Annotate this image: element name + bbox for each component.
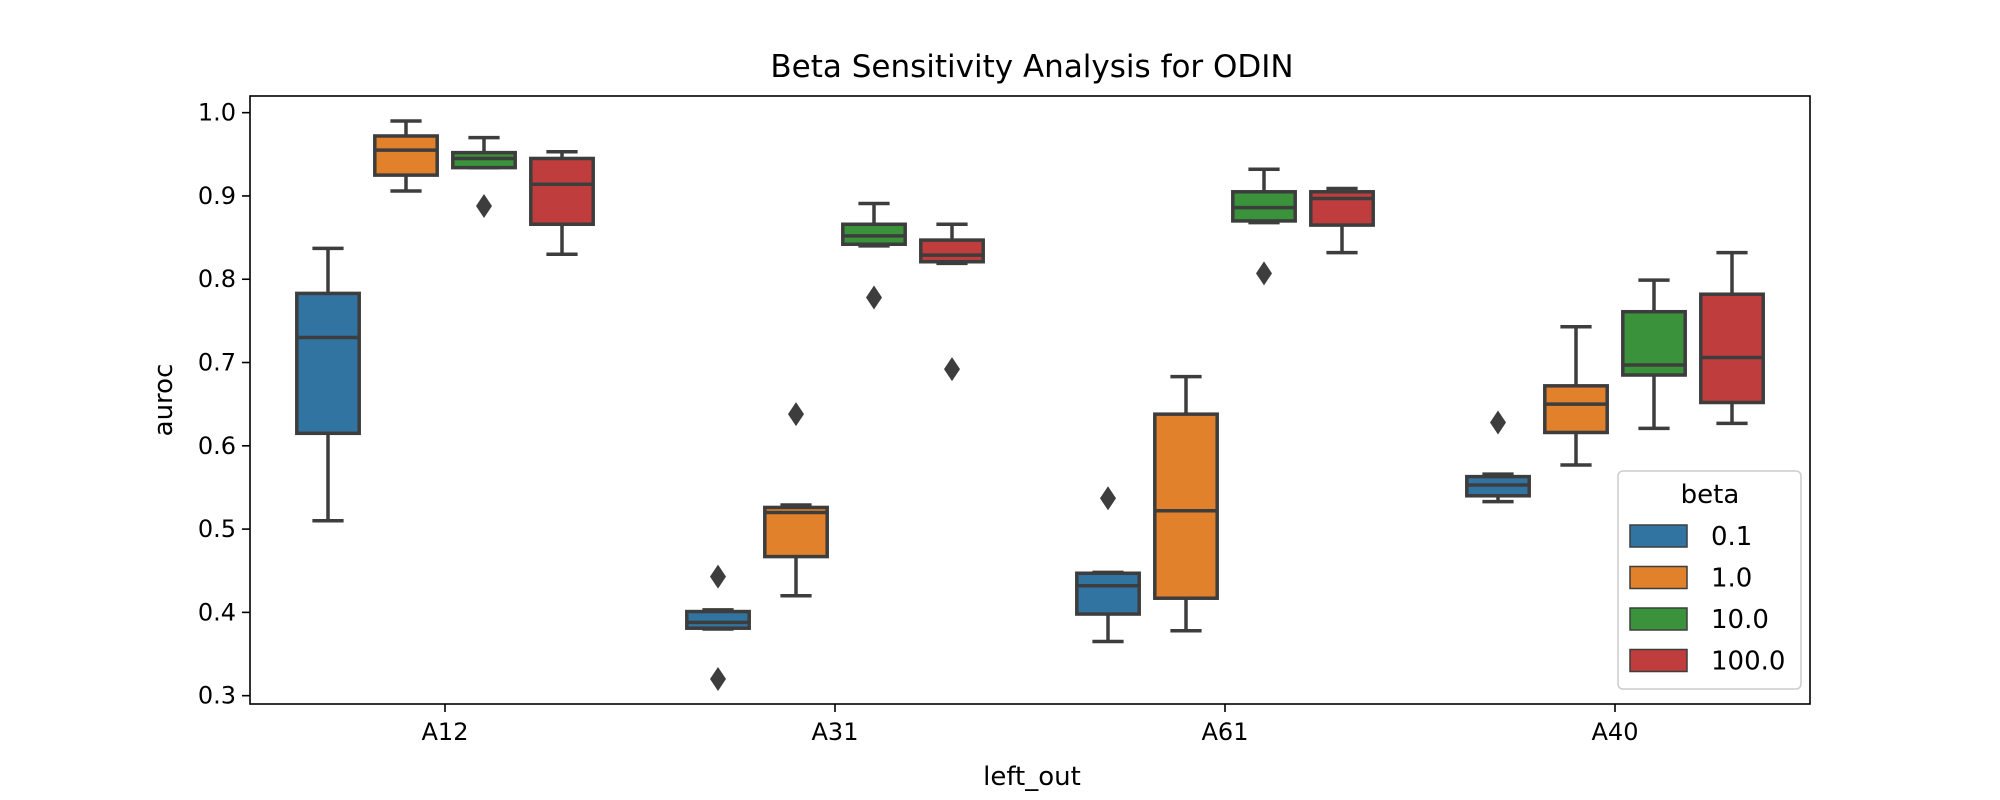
legend-label: 10.0 [1711,605,1769,635]
outlier-point [710,667,726,692]
legend-items: 0.1 1.0 10.0 100.0 [1629,522,1785,677]
outlier-point [788,402,804,427]
box-A12-1.0 [373,119,439,193]
box-A61-1.0 [1153,374,1219,633]
box-A40-100.0 [1699,250,1765,426]
legend-item-10.0: 10.0 [1629,605,1769,635]
outlier-point [944,357,960,382]
y-tick-label: 0.5 [198,515,236,543]
series-1.0 [373,119,1609,633]
x-tick-label: A40 [1592,718,1639,746]
box-body [919,238,985,264]
box-A40-0.1 [1465,410,1531,504]
series-10.0 [451,135,1687,431]
box-A12-10.0 [451,135,517,218]
legend-swatch [1629,524,1688,548]
box-A61-100.0 [1309,186,1375,255]
outlier-point [1490,410,1506,435]
legend-swatch [1629,648,1688,673]
box-A31-0.1 [685,564,751,692]
box-A12-0.1 [295,246,361,523]
y-tick-label: 0.7 [198,349,236,377]
legend-title: beta [1681,480,1740,510]
x-tick-label: A31 [812,718,859,746]
box-body [373,134,439,177]
outlier-point [710,564,726,589]
y-tick-label: 0.9 [198,182,236,210]
box-series-group [295,119,1765,692]
outlier-point [476,193,492,218]
box-body [1153,412,1219,600]
box-A40-10.0 [1621,278,1687,431]
x-tick-label: A12 [422,718,469,746]
y-tick-label: 0.6 [198,432,236,460]
box-body [763,505,829,559]
y-axis-ticks: 0.3 0.4 0.5 0.6 0.7 0.8 0.9 1.0 [198,99,250,710]
y-tick-label: 0.3 [198,682,236,710]
box-body [1699,292,1765,405]
box-body [1543,384,1609,435]
y-axis-label: auroc [149,364,179,437]
legend-item-0.1: 0.1 [1629,522,1752,552]
legend-label: 1.0 [1711,564,1752,594]
box-A12-100.0 [529,150,595,256]
y-tick-label: 1.0 [198,99,236,127]
y-tick-label: 0.8 [198,265,236,293]
box-body [295,291,361,436]
legend-item-100.0: 100.0 [1629,647,1785,677]
x-tick-label: A61 [1202,718,1249,746]
box-A61-0.1 [1075,486,1141,644]
legend-label: 0.1 [1711,522,1752,552]
outlier-point [1256,261,1272,286]
box-A31-10.0 [841,201,907,310]
outlier-point [1100,486,1116,511]
x-axis-label: left_out [983,762,1081,792]
box-A40-1.0 [1543,324,1609,467]
y-tick-label: 0.4 [198,598,236,626]
box-A31-100.0 [919,222,985,382]
legend: beta 0.1 1.0 10.0 100.0 [1617,470,1802,690]
series-0.1 [295,246,1531,692]
legend-label: 100.0 [1711,647,1785,677]
series-100.0 [529,150,1765,426]
x-axis-ticks: A12 A31 A61 A40 [422,704,1639,746]
box-body [529,156,595,227]
box-body [1075,571,1141,616]
box-body [685,609,751,630]
chart-title: Beta Sensitivity Analysis for ODIN [770,49,1293,85]
plot-area-frame [249,95,1811,705]
outlier-point [866,285,882,310]
legend-swatch [1629,565,1688,590]
legend-swatch [1629,607,1688,631]
legend-item-1.0: 1.0 [1629,564,1752,594]
box-A31-1.0 [763,402,829,598]
box-A61-10.0 [1231,167,1297,286]
